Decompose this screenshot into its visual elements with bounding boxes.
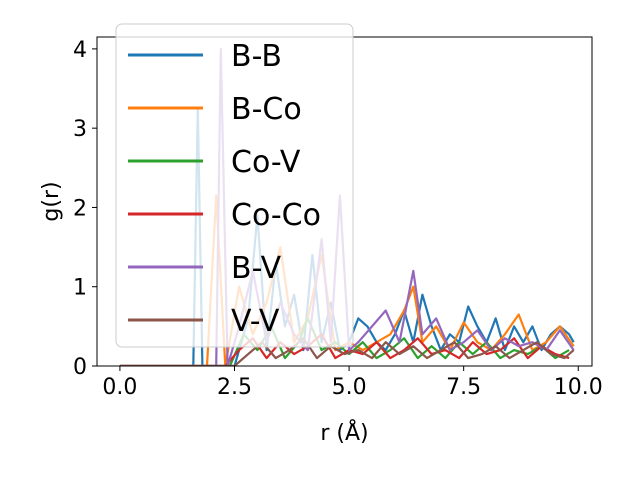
x-tick-label: 7.5: [446, 375, 481, 400]
x-tick-label: 0.0: [102, 375, 137, 400]
legend-label-v-v: V-V: [231, 304, 280, 339]
legend-label-b-b: B-B: [231, 39, 282, 74]
y-tick-label: 2: [73, 196, 87, 221]
y-tick-label: 3: [73, 117, 87, 142]
legend-items: B-B B-Co Co-V Co-Co B-V V-V: [128, 39, 321, 339]
y-axis-ticks: 0 1 2 3 4: [73, 38, 97, 380]
legend-label-b-co: B-Co: [231, 92, 302, 127]
x-tick-label: 10.0: [554, 375, 603, 400]
series-line-v-v: [119, 337, 575, 366]
x-tick-label: 5.0: [332, 375, 367, 400]
legend-label-co-co: Co-Co: [231, 198, 321, 233]
y-tick-label: 4: [73, 38, 87, 63]
y-tick-label: 1: [73, 276, 87, 301]
x-axis-ticks: 0.0 2.5 5.0 7.5 10.0: [102, 366, 603, 400]
y-axis-label: g(r): [39, 181, 64, 221]
legend-label-co-v: Co-V: [231, 145, 301, 180]
legend-label-b-v: B-V: [231, 251, 282, 286]
x-axis-label: r (Å): [320, 419, 368, 446]
x-tick-label: 2.5: [217, 375, 252, 400]
y-tick-label: 0: [73, 355, 87, 380]
legend: B-B B-Co Co-V Co-Co B-V V-V: [115, 23, 354, 348]
